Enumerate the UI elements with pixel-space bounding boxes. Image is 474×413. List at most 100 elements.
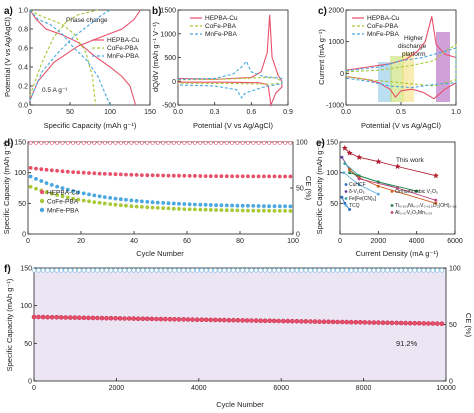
x-tick-label: 0.3	[210, 109, 220, 116]
series-point-0	[299, 319, 304, 324]
legend-marker-1	[39, 198, 45, 204]
series-point-1	[163, 267, 168, 273]
series-point-0	[416, 320, 422, 326]
series-point-1	[97, 200, 102, 205]
series-point-0	[303, 319, 309, 324]
series-point-0	[398, 320, 404, 326]
panel-d-y2label: CE (%)	[304, 176, 313, 201]
y2-tick-label: 100	[449, 266, 461, 273]
series-point-0	[134, 172, 139, 177]
series-point-0	[317, 319, 322, 325]
y2-tick-label: 50	[296, 186, 304, 193]
series-point-3	[203, 140, 208, 145]
series-point-0	[95, 315, 100, 321]
series-point-0	[326, 319, 331, 325]
series-point-0	[217, 317, 223, 323]
series-point-0	[139, 173, 144, 178]
y-tick-label: 1500	[160, 8, 176, 15]
series-point-3	[118, 140, 123, 145]
series-point-0	[439, 321, 445, 327]
series-point-0	[190, 317, 195, 322]
series-point-3	[171, 140, 176, 145]
series-point-1	[181, 267, 186, 273]
legend-marker-2	[344, 197, 348, 200]
series-point-1	[63, 267, 68, 273]
series-point-0	[330, 319, 336, 325]
series-line-5	[349, 169, 436, 204]
panel-c-band-purple	[436, 32, 450, 102]
series-point-1	[235, 267, 241, 273]
series-point-0	[129, 172, 134, 177]
series-point-2	[65, 187, 70, 192]
series-point-1	[251, 208, 256, 213]
panel-d-xlabel: Cycle Number	[136, 249, 184, 258]
series-point-0	[267, 174, 272, 179]
y2-tick-label: 0	[296, 232, 300, 239]
series-point-1	[113, 202, 118, 207]
series-point-1	[77, 267, 82, 273]
series-point-0	[277, 174, 282, 179]
series-point-0	[213, 317, 218, 323]
series-point-4	[376, 192, 380, 196]
series-point-0	[245, 174, 250, 179]
series-point-1	[65, 195, 70, 200]
panel-f-y2label: CE (%)	[464, 313, 473, 338]
series-point-1	[343, 201, 347, 205]
y-tick-label: 0.2	[18, 84, 28, 91]
series-point-1	[267, 267, 273, 273]
series-point-2	[198, 202, 203, 207]
series-point-3	[55, 140, 60, 145]
y-tick-label: 0	[22, 232, 26, 239]
x-tick-label: 4000	[409, 238, 425, 245]
series-point-0	[72, 315, 78, 320]
series-point-2	[71, 189, 76, 193]
series-point-3	[224, 140, 229, 145]
series-point-7	[434, 198, 438, 202]
series-point-1	[45, 267, 50, 273]
series-point-0	[222, 317, 227, 323]
series-point-2	[251, 203, 256, 208]
series-point-0	[140, 316, 146, 322]
x-tick-label: 20	[77, 238, 85, 245]
series-point-3	[145, 140, 150, 145]
series-point-0	[86, 315, 91, 321]
series-point-0	[149, 316, 155, 322]
panel-f: f) 0 2000 4000 6000 8000 10000050100150050100…	[4, 264, 473, 409]
series-point-3	[28, 140, 33, 145]
x-tick-label: 2000	[109, 385, 125, 392]
series-point-0	[425, 321, 431, 326]
legend-marker-2	[39, 207, 45, 213]
series-point-0	[182, 173, 187, 178]
series-point-5	[376, 184, 380, 188]
series-point-0	[155, 173, 160, 178]
series-point-1	[177, 206, 181, 211]
series-point-1	[126, 267, 132, 273]
series-point-0	[49, 314, 55, 320]
series-point-1	[149, 267, 155, 273]
series-point-2	[92, 193, 97, 198]
series-point-3	[343, 162, 347, 165]
series-point-2	[261, 204, 266, 209]
series-point-2	[34, 176, 38, 181]
series-point-0	[357, 319, 363, 325]
series-point-1	[362, 267, 368, 273]
series-point-0	[177, 173, 181, 178]
series-point-1	[439, 267, 445, 273]
series-point-0	[367, 320, 372, 325]
series-point-0	[231, 317, 236, 323]
series-point-1	[145, 267, 150, 273]
series-point-0	[434, 321, 440, 326]
series-point-0	[192, 173, 197, 178]
x-tick-label: 0.0	[173, 109, 183, 116]
x-tick-label: 4000	[191, 385, 207, 392]
series-point-1	[185, 267, 191, 273]
y-tick-label: 0	[172, 79, 176, 86]
series-point-2	[139, 199, 144, 204]
y-tick-label: 100	[20, 303, 32, 310]
series-point-0	[194, 317, 200, 323]
y-tick-label: 0.8	[18, 27, 28, 34]
series-point-1	[261, 208, 266, 213]
series-point-1	[113, 267, 118, 273]
series-point-3	[177, 140, 181, 145]
